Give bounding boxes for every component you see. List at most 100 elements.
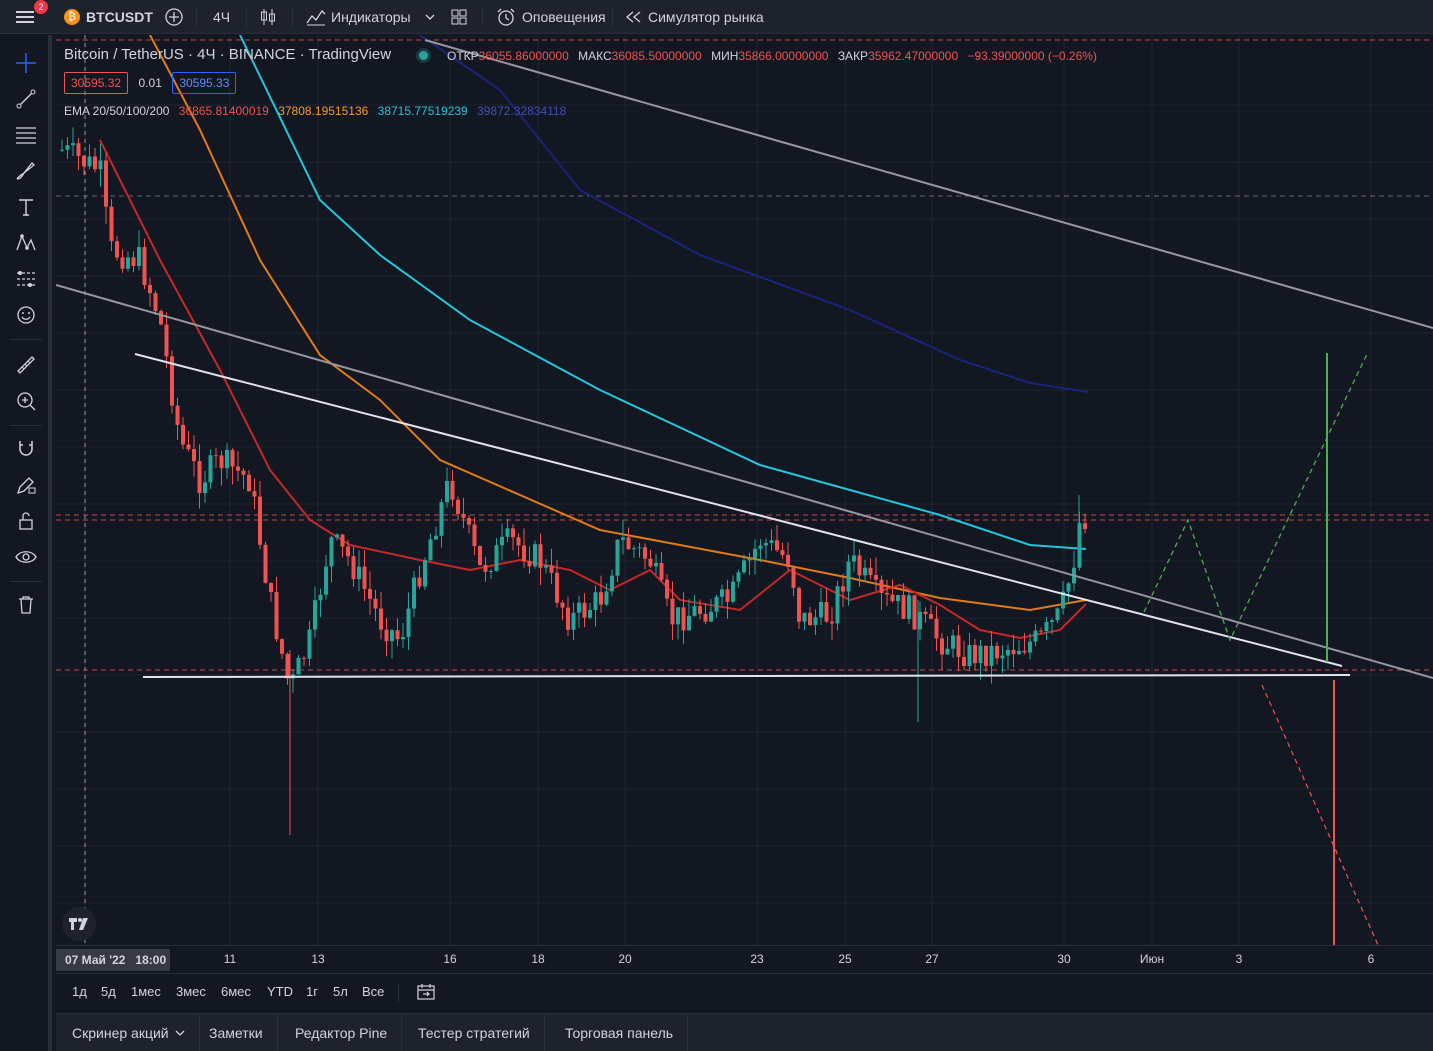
candle-body <box>1000 655 1005 659</box>
candle-body <box>186 444 191 450</box>
candle-body <box>626 537 631 550</box>
candle-body <box>808 612 812 626</box>
tab-notes[interactable]: Заметки <box>195 1014 278 1051</box>
candle-body <box>258 496 262 545</box>
pattern-tool[interactable] <box>12 229 40 257</box>
range-5d[interactable]: 5д <box>101 984 116 999</box>
crosshair-tool[interactable] <box>12 49 40 77</box>
candle-body <box>65 145 70 150</box>
candle-body <box>153 293 158 312</box>
time-tick: 30 <box>1057 952 1071 966</box>
indicators-icon <box>306 9 326 26</box>
chart-type-button[interactable] <box>258 0 278 34</box>
symbol-search[interactable]: ₿ BTCUSDT <box>64 0 153 34</box>
menu-icon <box>16 11 34 23</box>
fib-tool[interactable] <box>12 121 40 149</box>
time-axis[interactable]: 07 Май '22 18:00 11 13 16 18 20 23 25 27… <box>56 945 1433 973</box>
bid-box[interactable]: 30595.32 <box>64 72 129 94</box>
candle-body <box>978 645 983 664</box>
lock-tool[interactable] <box>12 507 40 535</box>
indicators-button[interactable]: Индикаторы <box>305 0 411 34</box>
candle-body <box>131 257 136 267</box>
candle-body <box>1011 649 1016 655</box>
support-line <box>142 674 1351 678</box>
candle-body <box>731 581 735 602</box>
candle-body <box>654 563 658 567</box>
descending-triangle-line <box>134 353 1343 667</box>
text-tool[interactable] <box>12 193 40 221</box>
zoom-tool[interactable] <box>12 387 40 415</box>
trendline-tool[interactable] <box>12 85 40 113</box>
candle-body <box>115 241 119 258</box>
prediction-tool[interactable] <box>12 265 40 293</box>
interval-button[interactable]: 4Ч <box>213 0 230 34</box>
icons-tool[interactable] <box>12 301 40 329</box>
market-status-dot <box>419 51 428 60</box>
indicators-dropdown[interactable] <box>424 0 436 34</box>
menu-button[interactable] <box>14 0 36 34</box>
chart-pane[interactable] <box>55 34 1433 946</box>
chevron-down-icon <box>175 1030 185 1036</box>
go-to-date-button[interactable] <box>416 983 436 1006</box>
close-value: 35962.47000000 <box>868 49 959 63</box>
candle-body <box>698 606 702 614</box>
compare-button[interactable] <box>164 0 184 34</box>
candle-body <box>483 564 488 572</box>
text-icon <box>19 199 33 216</box>
low-label: МИН <box>711 49 739 63</box>
candle-body <box>401 637 405 640</box>
range-5y[interactable]: 5л <box>333 984 348 999</box>
candle-body <box>549 565 554 573</box>
candle-body <box>324 566 328 595</box>
tradingview-logo-icon <box>69 918 88 930</box>
ask-box[interactable]: 30595.33 <box>172 72 237 94</box>
quote-boxes: 30595.32 0.01 30595.33 <box>64 72 237 94</box>
price-chart[interactable] <box>55 34 1433 946</box>
magnet-tool[interactable] <box>12 435 40 463</box>
range-all[interactable]: Все <box>362 984 385 999</box>
alerts-button[interactable]: Оповещения <box>495 0 606 34</box>
brush-tool[interactable] <box>12 157 40 185</box>
candle-body <box>610 575 614 592</box>
high-value: 36085.50000000 <box>611 49 702 63</box>
range-3m[interactable]: 3мес <box>176 984 206 999</box>
candle-body <box>505 528 510 537</box>
tab-trading-panel[interactable]: Торговая панель <box>551 1014 689 1051</box>
candle-body <box>676 607 680 625</box>
tab-strategy-tester[interactable]: Тестер стратегий <box>404 1014 545 1051</box>
hide-tool[interactable] <box>12 543 40 571</box>
candle-body <box>126 257 130 269</box>
candle-body <box>945 648 950 655</box>
tradingview-logo[interactable] <box>62 907 96 941</box>
candle-body <box>313 600 317 630</box>
range-6m[interactable]: 6мес <box>221 984 251 999</box>
range-1m[interactable]: 1мес <box>131 984 161 999</box>
candle-body <box>241 470 246 475</box>
tab-pine-editor[interactable]: Редактор Pine <box>281 1014 403 1051</box>
replay-label: Симулятор рынка <box>648 9 764 25</box>
range-1d[interactable]: 1д <box>72 984 87 999</box>
candle-body <box>802 612 807 622</box>
tab-stock-screener[interactable]: Скринер акций <box>58 1014 200 1051</box>
candle-body <box>489 571 493 573</box>
candle-body <box>516 537 521 546</box>
measure-tool[interactable] <box>12 351 40 379</box>
crosshair-icon <box>16 53 36 73</box>
candle-body <box>280 639 284 654</box>
stay-in-drawing-tool[interactable] <box>12 471 40 499</box>
tab-label: Редактор Pine <box>295 1025 388 1041</box>
replay-button[interactable]: Симулятор рынка <box>624 0 764 34</box>
symbol-legend[interactable]: Bitcoin / TetherUS · 4Ч · BINANCE · Trad… <box>64 46 391 63</box>
layout-button[interactable] <box>450 0 468 34</box>
candle-body <box>544 565 548 568</box>
candle-body <box>461 513 466 519</box>
candle-body <box>874 575 878 580</box>
candle-body <box>511 528 515 538</box>
time-tick: 25 <box>838 952 852 966</box>
ema-legend[interactable]: EMA 20/50/100/200 36865.81400019 37808.1… <box>64 104 566 118</box>
candle-body <box>984 645 988 666</box>
range-1y[interactable]: 1г <box>306 984 318 999</box>
remove-tool[interactable] <box>12 591 40 619</box>
candle-body <box>175 405 180 425</box>
range-ytd[interactable]: YTD <box>267 984 293 999</box>
